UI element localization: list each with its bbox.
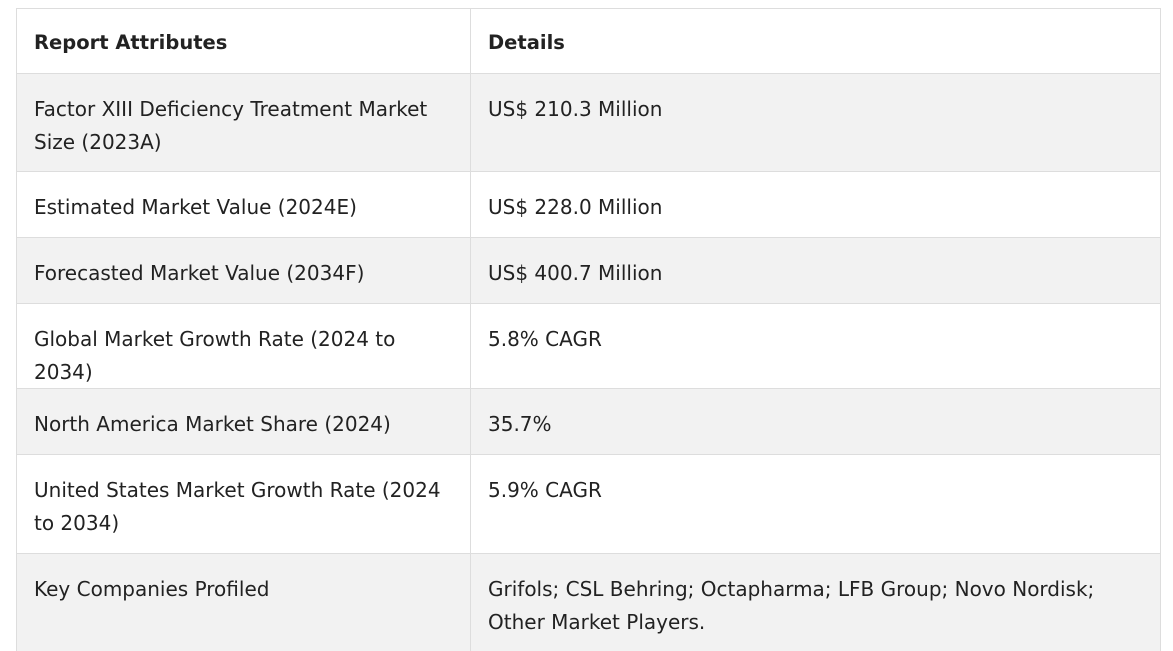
- attribute-cell: Global Market Growth Rate (2024 to 2034): [17, 304, 471, 389]
- detail-cell: 35.7%: [471, 389, 1161, 455]
- attribute-cell: Key Companies Profiled: [17, 554, 471, 651]
- table-row: Estimated Market Value (2024E) US$ 228.0…: [17, 172, 1161, 238]
- detail-cell: US$ 210.3 Million: [471, 74, 1161, 172]
- table-row: United States Market Growth Rate (2024 t…: [17, 455, 1161, 554]
- report-attributes-table-container: Report Attributes Details Factor XIII De…: [16, 8, 1160, 651]
- table-header-row: Report Attributes Details: [17, 9, 1161, 74]
- detail-cell: Grifols; CSL Behring; Octapharma; LFB Gr…: [471, 554, 1161, 651]
- detail-cell: US$ 400.7 Million: [471, 238, 1161, 304]
- attribute-cell: United States Market Growth Rate (2024 t…: [17, 455, 471, 554]
- header-details: Details: [471, 9, 1161, 74]
- table-row: North America Market Share (2024) 35.7%: [17, 389, 1161, 455]
- report-attributes-table: Report Attributes Details Factor XIII De…: [16, 8, 1161, 651]
- attribute-cell: North America Market Share (2024): [17, 389, 471, 455]
- attribute-cell: Forecasted Market Value (2034F): [17, 238, 471, 304]
- table-row: Key Companies Profiled Grifols; CSL Behr…: [17, 554, 1161, 651]
- detail-cell: 5.8% CAGR: [471, 304, 1161, 389]
- attribute-cell: Estimated Market Value (2024E): [17, 172, 471, 238]
- table-row: Factor XIII Deficiency Treatment Market …: [17, 74, 1161, 172]
- table-row: Forecasted Market Value (2034F) US$ 400.…: [17, 238, 1161, 304]
- detail-cell: US$ 228.0 Million: [471, 172, 1161, 238]
- detail-cell: 5.9% CAGR: [471, 455, 1161, 554]
- attribute-cell: Factor XIII Deficiency Treatment Market …: [17, 74, 471, 172]
- header-report-attributes: Report Attributes: [17, 9, 471, 74]
- table-row: Global Market Growth Rate (2024 to 2034)…: [17, 304, 1161, 389]
